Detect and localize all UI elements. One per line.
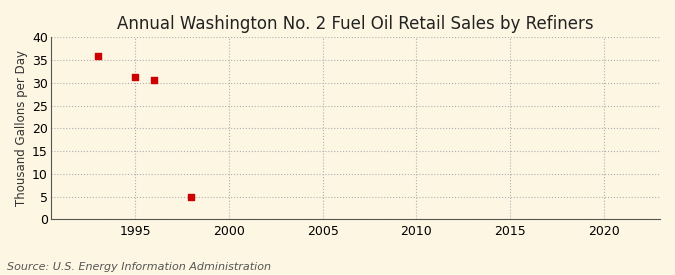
Point (92, 54, 103, 59)
Title: Annual Washington No. 2 Fuel Oil Retail Sales by Refiners: Annual Washington No. 2 Fuel Oil Retail … (117, 15, 594, 33)
Point (130, 75, 140, 79)
Y-axis label: Thousand Gallons per Day: Thousand Gallons per Day (15, 50, 28, 207)
Text: Source: U.S. Energy Information Administration: Source: U.S. Energy Information Administ… (7, 262, 271, 272)
Point (186, 194, 197, 199)
Point (148, 78, 159, 82)
